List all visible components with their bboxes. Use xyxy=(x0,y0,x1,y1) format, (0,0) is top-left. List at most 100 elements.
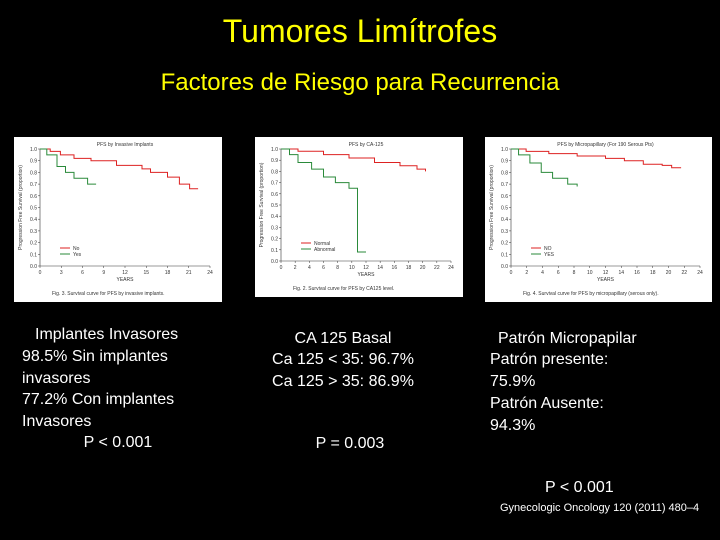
y-tick-label: 0.6 xyxy=(501,194,508,200)
text-line: Patrón Ausente: xyxy=(490,395,604,412)
figure: PFS by Invasive Implants 1.0 0.9 0.8 0.7 0.6 0… xyxy=(14,137,222,302)
y-tick-label: 0.5 xyxy=(30,206,37,212)
y-tick-label: 0.7 xyxy=(501,182,508,188)
x-tick-label: 8 xyxy=(336,265,339,271)
legend-label: Normal xyxy=(314,241,330,247)
x-tick-label: 20 xyxy=(420,265,426,271)
y-tick-label: 0.3 xyxy=(271,225,278,231)
x-tick-label: 3 xyxy=(60,270,63,276)
x-tick-label: 18 xyxy=(165,270,171,276)
figure: PFS by CA-125 1.0 0.9 0.8 0.7 0.6 0.5 0.4 0.3 0.2… xyxy=(255,137,463,297)
y-tick-label: 1.0 xyxy=(30,147,37,153)
y-tick-label: 0.1 xyxy=(271,248,278,254)
text-line: P = 0.003 xyxy=(316,435,385,452)
survival-curve xyxy=(511,148,578,187)
y-tick-label: 0.7 xyxy=(30,182,37,188)
y-tick-label: 0.8 xyxy=(271,169,278,175)
x-axis-label: YEARS xyxy=(117,277,135,283)
y-tick-label: 0.2 xyxy=(271,237,278,243)
x-tick-label: 24 xyxy=(448,265,454,271)
y-tick-label: 1.0 xyxy=(271,147,278,153)
figure-caption: Fig. 2. Survival curve for PFS by CA125 … xyxy=(293,286,394,292)
y-tick-label: 0.9 xyxy=(501,159,508,165)
title: Tumores Limítrofes xyxy=(223,13,497,49)
text-line: Ca 125 > 35: 86.9% xyxy=(272,373,414,390)
text-line: Invasores xyxy=(22,413,91,430)
text-line: Patrón presente: xyxy=(490,351,608,368)
x-tick-label: 8 xyxy=(573,270,576,276)
y-tick-label: 0.8 xyxy=(501,170,508,176)
figures: PFS by Invasive Implants 1.0 0.9 0.8 0.7 0.6 0… xyxy=(14,137,712,302)
survival-curve xyxy=(40,148,199,190)
y-tick-label: 0.9 xyxy=(271,158,278,164)
x-tick-label: 6 xyxy=(81,270,84,276)
y-tick-label: 0.1 xyxy=(30,252,37,258)
legend-label: Abnormal xyxy=(314,247,335,253)
figure-title: PFS by Invasive Implants xyxy=(97,142,154,148)
text-line: P < 0.001 xyxy=(545,479,614,496)
x-tick-label: 24 xyxy=(697,270,703,276)
x-tick-label: 6 xyxy=(322,265,325,271)
x-tick-label: 20 xyxy=(666,270,672,276)
x-tick-label: 12 xyxy=(603,270,609,276)
figure-title: PFS by CA-125 xyxy=(349,142,384,148)
y-tick-label: 0.0 xyxy=(271,259,278,265)
text-line: CA 125 Basal xyxy=(295,330,392,347)
figure: PFS by Micropapillary (For 190 Serous Pt… xyxy=(485,137,712,302)
x-tick-label: 22 xyxy=(681,270,687,276)
y-tick-label: 0.0 xyxy=(30,264,37,270)
x-tick-label: 2 xyxy=(294,265,297,271)
x-tick-label: 14 xyxy=(618,270,624,276)
survival-curve xyxy=(281,148,366,253)
text-line: invasores xyxy=(22,370,90,387)
y-axis-label: Progression Free Survival (proportion) xyxy=(18,165,24,250)
subtitle: Factores de Riesgo para Recurrencia xyxy=(161,69,561,96)
x-tick-label: 10 xyxy=(587,270,593,276)
figure-background xyxy=(14,137,222,302)
x-tick-label: 21 xyxy=(186,270,192,276)
x-tick-label: 16 xyxy=(634,270,640,276)
y-tick-label: 0.5 xyxy=(501,206,508,212)
y-tick-label: 0.7 xyxy=(271,181,278,187)
x-tick-label: 10 xyxy=(349,265,355,271)
x-tick-label: 4 xyxy=(541,270,544,276)
y-tick-label: 0.6 xyxy=(30,194,37,200)
x-tick-label: 6 xyxy=(557,270,560,276)
text-line: 77.2% Con implantes xyxy=(22,391,174,408)
x-tick-label: 24 xyxy=(207,270,213,276)
text-line: Patrón Micropapilar xyxy=(498,330,637,347)
y-tick-label: 0.5 xyxy=(271,203,278,209)
x-axis-label: YEARS xyxy=(358,272,376,278)
figure-background xyxy=(485,137,712,302)
x-tick-label: 0 xyxy=(39,270,42,276)
text-line: P < 0.001 xyxy=(84,434,153,451)
x-tick-label: 22 xyxy=(434,265,440,271)
y-axis-label: Progression Free Survival (proportion) xyxy=(259,162,265,247)
y-tick-label: 0.3 xyxy=(30,229,37,235)
y-tick-label: 0.4 xyxy=(30,217,37,223)
figure-background xyxy=(255,137,463,297)
figure-caption: Fig. 4. Survival curve for PFS by microp… xyxy=(523,291,659,297)
x-tick-label: 4 xyxy=(308,265,311,271)
text-line: 75.9% xyxy=(490,373,535,390)
y-tick-label: 0.3 xyxy=(501,229,508,235)
source: Gynecologic Oncology 120 (2011) 480–4 xyxy=(500,502,699,514)
survival-curve xyxy=(281,148,426,172)
legend-label: Yes xyxy=(73,252,82,258)
text-line: Implantes Invasores xyxy=(35,326,178,343)
x-tick-label: 9 xyxy=(102,270,105,276)
x-tick-label: 2 xyxy=(525,270,528,276)
text-line: Ca 125 < 35: 96.7% xyxy=(272,351,414,368)
x-tick-label: 12 xyxy=(122,270,128,276)
x-tick-label: 15 xyxy=(143,270,149,276)
y-tick-label: 0.2 xyxy=(501,241,508,247)
legend-label: NO xyxy=(544,246,552,252)
x-tick-label: 16 xyxy=(392,265,398,271)
survival-curve xyxy=(40,148,97,185)
text-line: 94.3% xyxy=(490,417,535,434)
y-tick-label: 0.0 xyxy=(501,264,508,270)
y-tick-label: 0.4 xyxy=(501,217,508,223)
x-tick-label: 0 xyxy=(510,270,513,276)
y-axis-label: Progression Free Survival (proportion) xyxy=(489,165,495,250)
